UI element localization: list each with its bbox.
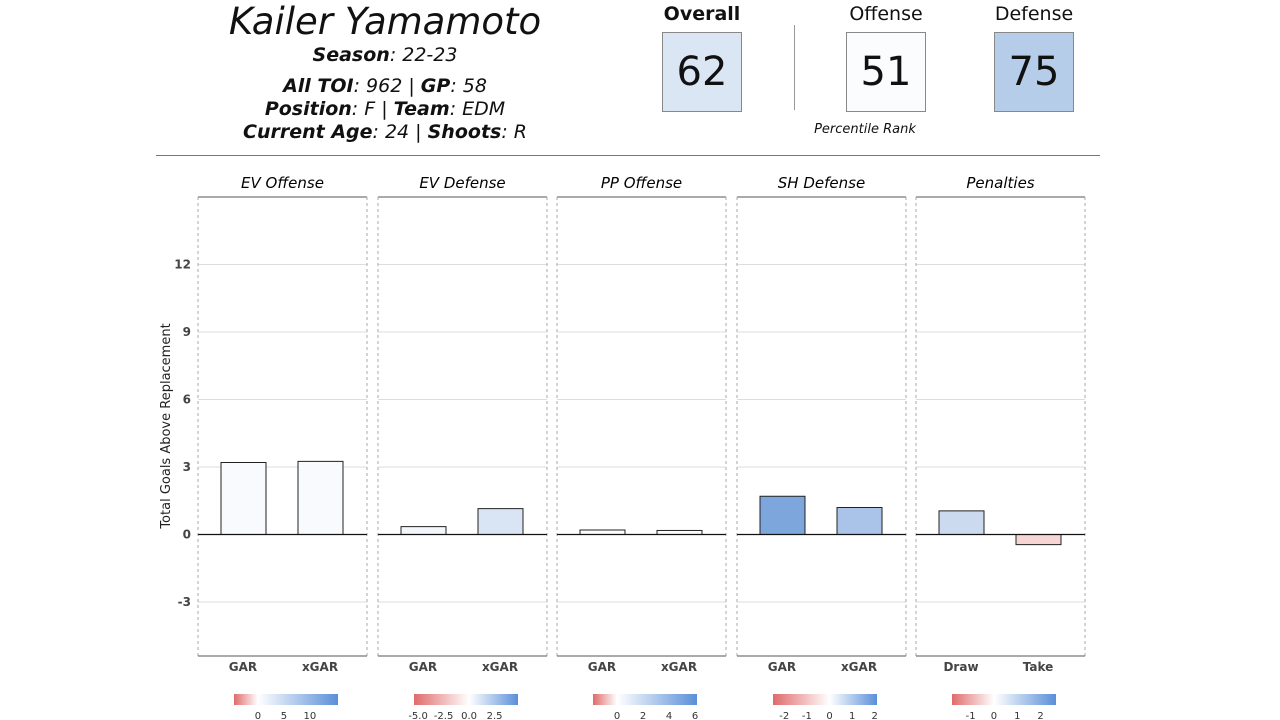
y-tick-label: 3 <box>183 460 191 474</box>
season-label: Season <box>312 44 390 66</box>
x-tick-label: xGAR <box>482 660 518 674</box>
percentile-rank-caption: Percentile Rank <box>814 122 916 137</box>
legend-tick-label: 0.0 <box>461 711 477 720</box>
panel-title: PP Offense <box>601 174 682 192</box>
legend-tick-label: 0 <box>991 711 997 720</box>
legend-tick-label: 0 <box>826 711 832 720</box>
legend-tick-label: 0 <box>614 711 620 720</box>
legend-tick-label: 5 <box>281 711 287 720</box>
legend-tick-label: 2.5 <box>487 711 503 720</box>
shoots-value: : R <box>501 121 527 143</box>
bar-gar <box>759 495 806 535</box>
bar-gar <box>579 529 626 535</box>
panel-title: EV Offense <box>241 174 324 192</box>
position-label: Position <box>264 98 352 120</box>
legend-tick-label: -1 <box>966 711 976 720</box>
toi-value: : 962 | <box>353 75 421 97</box>
player-name: Kailer Yamamoto <box>228 0 542 43</box>
rank-divider <box>794 25 795 110</box>
color-legend-bar <box>773 694 877 705</box>
color-legend-bar <box>234 694 338 705</box>
legend-tick-label: -5.0 <box>408 711 428 720</box>
x-tick-label: xGAR <box>841 660 877 674</box>
y-axis-label: Total Goals Above Replacement <box>159 323 174 529</box>
legend-tick-label: 2 <box>1037 711 1043 720</box>
y-tick-label: 12 <box>174 258 191 272</box>
age-label: Current Age <box>243 121 373 143</box>
legend-tick-label: 1 <box>1014 711 1020 720</box>
y-tick-label: 9 <box>183 325 191 339</box>
shoots-label: Shoots <box>427 121 502 143</box>
bar-gar <box>400 526 447 535</box>
panel-title: Penalties <box>966 174 1034 192</box>
x-tick-label: GAR <box>229 660 257 674</box>
toi-label: All TOI <box>283 75 354 97</box>
legend-tick-label: 2 <box>872 711 878 720</box>
gp-label: GP <box>420 75 451 97</box>
x-tick-label: xGAR <box>661 660 697 674</box>
bar-xgar <box>297 460 344 535</box>
legend-tick-label: 2 <box>640 711 646 720</box>
color-legend-bar <box>414 694 518 705</box>
header-divider <box>156 155 1100 156</box>
defense-rank-box: 75 <box>994 32 1074 112</box>
bar-draw <box>938 510 985 535</box>
x-tick-label: GAR <box>768 660 796 674</box>
season-value: : 22-23 <box>389 44 458 66</box>
x-tick-label: GAR <box>588 660 616 674</box>
x-tick-label: GAR <box>409 660 437 674</box>
offense-label: Offense <box>849 3 923 25</box>
y-tick-label: 0 <box>183 528 191 542</box>
overall-label: Overall <box>663 3 741 25</box>
panel-title: EV Defense <box>419 174 505 192</box>
age-value: : 24 | <box>372 121 428 143</box>
legend-tick-label: -1 <box>802 711 812 720</box>
defense-label: Defense <box>994 3 1074 25</box>
legend-tick-label: 4 <box>666 711 672 720</box>
legend-tick-label: 10 <box>304 711 317 720</box>
legend-tick-label: -2.5 <box>434 711 454 720</box>
bar-xgar <box>477 508 524 535</box>
legend-tick-label: 1 <box>849 711 855 720</box>
panel-title: SH Defense <box>778 174 865 192</box>
color-legend-bar <box>593 694 697 705</box>
x-tick-label: xGAR <box>302 660 338 674</box>
bar-take <box>1015 534 1062 546</box>
team-label: Team <box>393 98 450 120</box>
gp-value: : 58 <box>450 75 487 97</box>
overall-rank-box: 62 <box>662 32 742 112</box>
x-tick-label: Take <box>1023 660 1054 674</box>
bar-xgar <box>836 507 883 535</box>
toi-line: All TOI: 962 | GP: 58 <box>180 75 590 97</box>
bar-gar <box>220 462 267 535</box>
y-tick-label: -3 <box>178 595 191 609</box>
position-line: Position: F | Team: EDM <box>180 98 590 120</box>
color-legend-bar <box>952 694 1056 705</box>
position-value: : F | <box>351 98 394 120</box>
legend-tick-label: 6 <box>692 711 698 720</box>
team-value: : EDM <box>449 98 506 120</box>
legend-tick-label: 0 <box>255 711 261 720</box>
legend-tick-label: -2 <box>779 711 789 720</box>
y-tick-label: 6 <box>183 393 191 407</box>
age-line: Current Age: 24 | Shoots: R <box>180 121 590 143</box>
season-line: Season: 22-23 <box>180 44 590 66</box>
offense-rank-box: 51 <box>846 32 926 112</box>
x-tick-label: Draw <box>943 660 978 674</box>
